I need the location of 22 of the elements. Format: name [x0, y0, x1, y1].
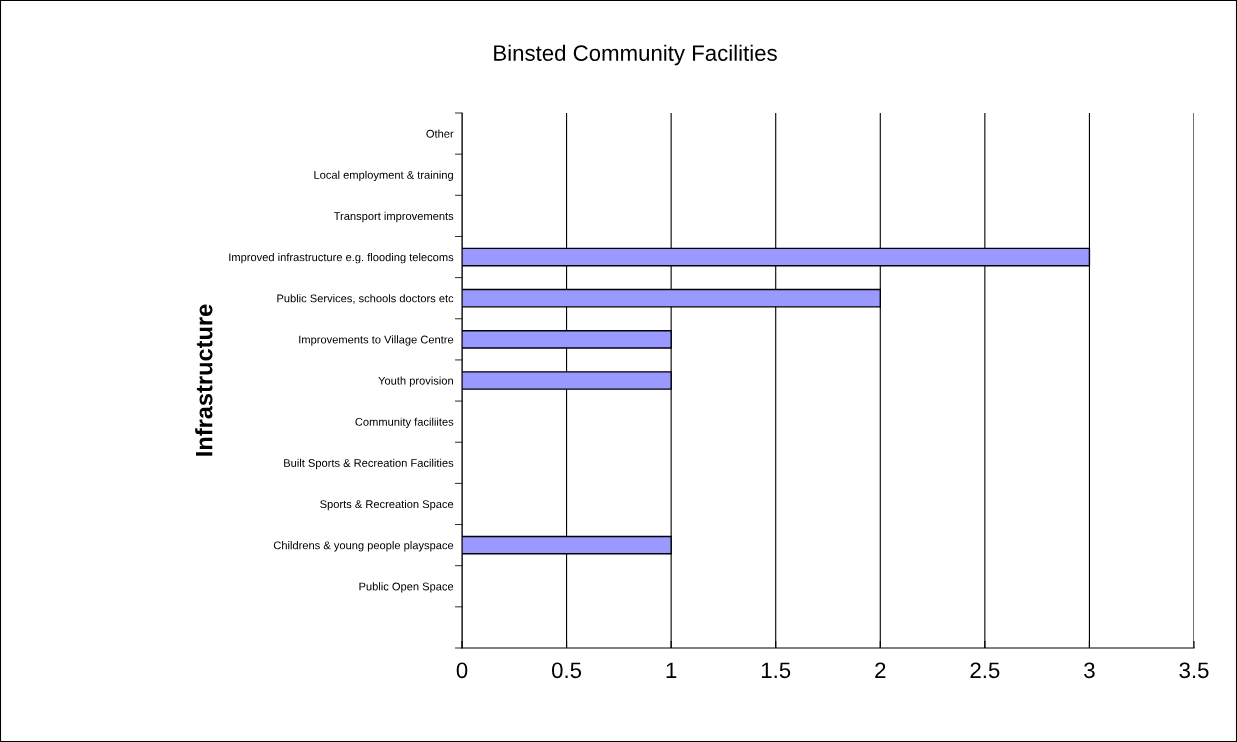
x-tick-label: 1.5 [761, 662, 791, 679]
y-tick-label: Transport improvements [333, 211, 454, 223]
y-tick-label: Improvements to Village Centre [299, 335, 454, 346]
y-tick-label: Youth provision [378, 376, 453, 387]
y-tick-label: Improved infrastructure e.g. flooding telecoms [229, 253, 454, 264]
y-tick-label: Sports & Recreation Space [320, 499, 454, 511]
y-axis-title: Infrastructure [195, 304, 213, 456]
x-tick-label: 3 [1084, 662, 1095, 679]
x-tick-label: 0 [456, 662, 468, 679]
x-tick-label: 0.5 [552, 662, 582, 679]
y-tick-label: Public Services, schools doctors etc [277, 294, 454, 304]
chart-title: Binsted Community Facilities [494, 44, 777, 66]
x-tick-label: 1 [666, 662, 677, 678]
y-tick-label: Local employment & training [314, 170, 453, 182]
y-tick-label: Childrens & young people playspace [273, 541, 454, 552]
y-tick-label: Community faciliites [355, 417, 454, 428]
x-tick-label: 2 [875, 662, 886, 678]
y-tick-label: Other [426, 129, 454, 138]
x-tick-label: 3.5 [1179, 662, 1209, 679]
y-tick-label: Built Sports & Recreation Facilities [284, 458, 454, 470]
y-tick-label: Public Open Space [359, 582, 454, 593]
x-tick-label: 2.5 [970, 662, 1000, 679]
